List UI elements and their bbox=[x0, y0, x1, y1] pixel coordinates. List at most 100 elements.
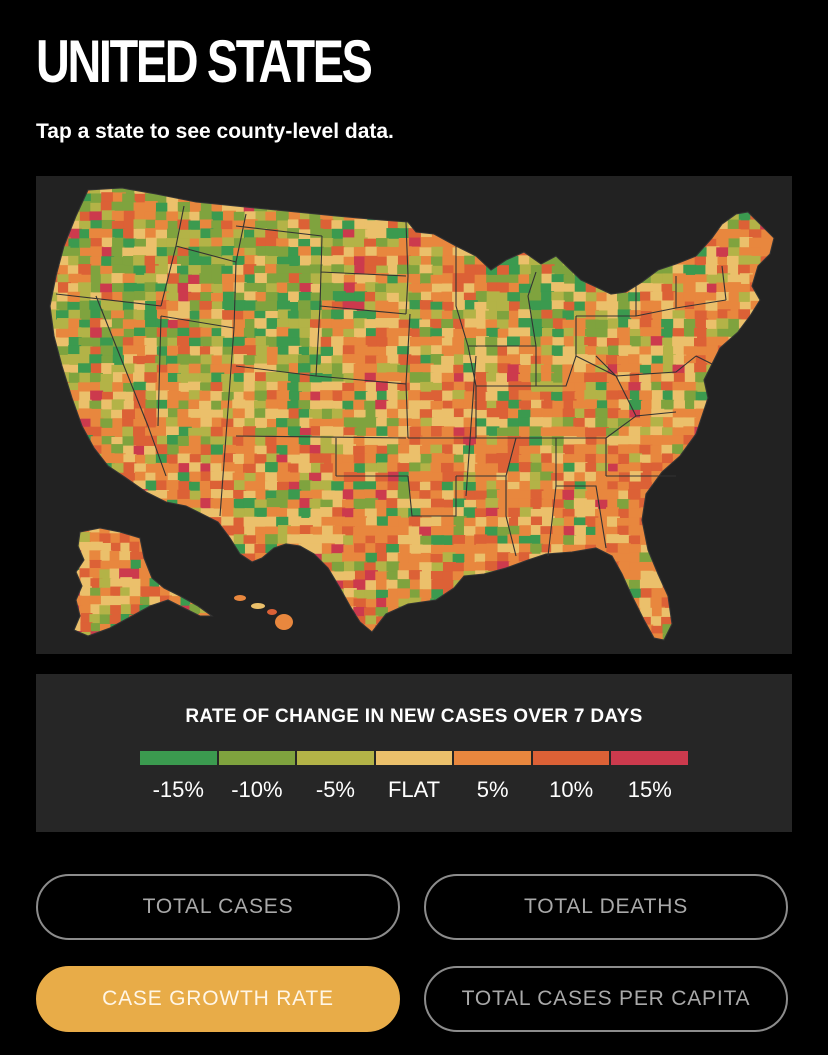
county-cell bbox=[210, 382, 224, 394]
county-cell bbox=[397, 579, 411, 591]
total-deaths-button[interactable]: TOTAL DEATHS bbox=[424, 874, 788, 940]
county-cell bbox=[575, 643, 588, 654]
county-cell bbox=[771, 364, 774, 376]
county-cell bbox=[618, 634, 632, 640]
county-cell bbox=[408, 283, 422, 295]
county-cell bbox=[408, 355, 422, 367]
county-cell bbox=[233, 606, 247, 618]
county-cell bbox=[452, 417, 466, 429]
county-cell bbox=[651, 188, 665, 195]
county-cell bbox=[520, 642, 533, 653]
total-cases-per-capita-button[interactable]: TOTAL CASES PER CAPITA bbox=[424, 966, 788, 1032]
county-cell bbox=[562, 364, 576, 376]
county-cell bbox=[332, 255, 346, 267]
county-cell bbox=[123, 309, 137, 321]
county-cell bbox=[101, 399, 115, 411]
county-cell bbox=[728, 318, 742, 330]
county-cell bbox=[199, 238, 213, 250]
county-cell bbox=[177, 489, 191, 501]
county-cell bbox=[727, 274, 741, 286]
county-cell bbox=[486, 408, 500, 420]
county-cell bbox=[67, 580, 81, 592]
county-cell bbox=[189, 517, 203, 529]
county-cell bbox=[706, 589, 720, 601]
county-cell bbox=[321, 633, 335, 640]
county-cell bbox=[133, 480, 147, 492]
map-legend: RATE OF CHANGE IN NEW CASES OVER 7 DAYS … bbox=[36, 674, 792, 832]
county-cell bbox=[551, 265, 565, 277]
county-cell bbox=[530, 489, 544, 501]
county-cell bbox=[650, 273, 664, 285]
county-cell bbox=[409, 544, 423, 556]
county-cell bbox=[507, 606, 521, 618]
county-cell bbox=[169, 559, 182, 571]
county-cell bbox=[342, 292, 356, 304]
county-cell bbox=[112, 346, 126, 358]
county-cell bbox=[738, 220, 752, 232]
county-cell bbox=[321, 535, 335, 547]
county-cell bbox=[50, 516, 59, 528]
county-cell bbox=[452, 553, 466, 565]
county-cell bbox=[442, 444, 456, 456]
county-cell bbox=[243, 381, 257, 393]
county-cell bbox=[255, 220, 269, 232]
county-cell bbox=[606, 516, 620, 528]
county-cell bbox=[200, 616, 214, 628]
county-cell bbox=[79, 211, 93, 223]
county-cell bbox=[134, 238, 148, 250]
county-cell bbox=[409, 444, 423, 456]
county-cell bbox=[67, 481, 81, 493]
county-cell bbox=[541, 544, 555, 556]
county-cell bbox=[100, 409, 114, 421]
county-cell bbox=[222, 444, 236, 456]
county-cell bbox=[662, 508, 676, 520]
county-cell bbox=[320, 400, 334, 412]
county-cell bbox=[651, 526, 665, 538]
county-cell bbox=[321, 490, 335, 502]
county-cell bbox=[140, 578, 153, 590]
county-cell bbox=[177, 472, 191, 484]
county-cell bbox=[100, 516, 114, 528]
county-cell bbox=[585, 427, 599, 439]
county-cell bbox=[112, 418, 126, 430]
county-cell bbox=[496, 282, 510, 294]
total-cases-button[interactable]: TOTAL CASES bbox=[36, 874, 400, 940]
county-cell bbox=[639, 283, 653, 295]
county-cell bbox=[486, 472, 500, 484]
county-cell bbox=[243, 444, 257, 456]
county-cell bbox=[618, 345, 632, 357]
county-cell bbox=[364, 508, 378, 520]
county-cell bbox=[386, 301, 400, 313]
county-cell bbox=[254, 192, 268, 204]
county-cell bbox=[221, 246, 235, 258]
county-cell bbox=[695, 517, 709, 529]
county-cell bbox=[507, 345, 521, 357]
county-cell bbox=[607, 579, 621, 591]
county-cell bbox=[99, 632, 112, 636]
county-cell bbox=[122, 319, 136, 331]
county-cell bbox=[651, 327, 665, 339]
county-cell bbox=[508, 228, 522, 240]
county-cell bbox=[78, 508, 92, 520]
county-cell bbox=[244, 481, 258, 493]
county-cell bbox=[584, 256, 598, 268]
county-cell bbox=[507, 336, 521, 348]
county-cell bbox=[155, 462, 169, 474]
county-cell bbox=[222, 273, 236, 285]
us-county-map[interactable] bbox=[36, 176, 792, 654]
county-cell bbox=[463, 372, 477, 384]
county-cell bbox=[111, 409, 125, 421]
map-canvas[interactable] bbox=[36, 176, 792, 654]
county-cell bbox=[706, 633, 720, 640]
county-cell bbox=[628, 292, 642, 304]
county-cell bbox=[101, 427, 115, 439]
county-cell bbox=[452, 188, 466, 195]
county-cell bbox=[749, 508, 763, 520]
county-cell bbox=[563, 561, 577, 573]
county-cell bbox=[442, 301, 456, 313]
case-growth-rate-button[interactable]: CASE GROWTH RATE bbox=[36, 966, 400, 1032]
county-cell bbox=[130, 559, 143, 571]
county-cell bbox=[210, 596, 212, 608]
county-cell bbox=[475, 372, 489, 384]
county-cell bbox=[68, 337, 82, 349]
